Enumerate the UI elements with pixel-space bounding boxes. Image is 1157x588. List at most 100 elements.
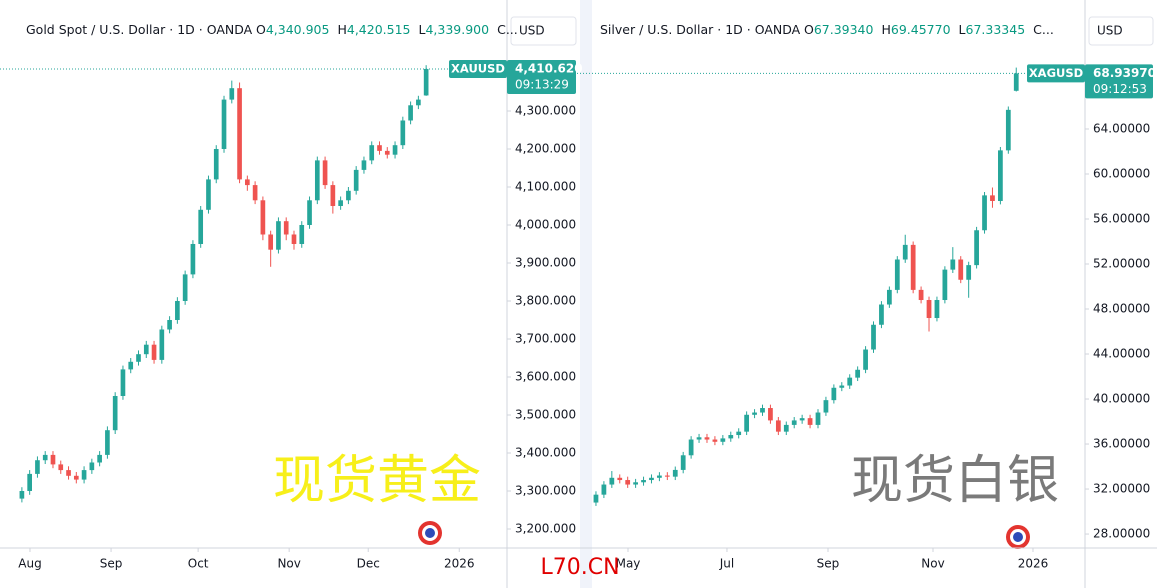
watermark: 现货黄金 (273, 451, 481, 511)
x-tick-label: Sep (817, 557, 840, 571)
candle-body (990, 195, 995, 201)
y-tick-label: 48.00000 (1093, 302, 1150, 316)
candle-body (966, 265, 972, 280)
candle-body (206, 179, 211, 210)
candle-body (400, 120, 406, 146)
candle-body (346, 190, 351, 201)
candle-body (27, 473, 32, 491)
candle-body (625, 480, 631, 485)
candle-body (950, 259, 956, 270)
candle-body (799, 418, 805, 421)
price-badge (1085, 64, 1153, 99)
ohlc-key: L (419, 22, 426, 37)
candle-body (704, 437, 710, 440)
candle-body (19, 490, 25, 499)
candle-body (736, 431, 742, 436)
ohlc-value: 67.39340 (814, 22, 874, 37)
flag-icon (418, 521, 442, 545)
candle-body (942, 269, 948, 301)
candle-body (926, 300, 932, 319)
candle-body (609, 477, 615, 485)
ohlc-value: 4,420.515 (347, 22, 411, 37)
x-tick-label: Aug (18, 557, 41, 571)
candle-body (649, 477, 654, 481)
candle-body (1013, 73, 1019, 91)
candle-body (672, 469, 678, 477)
candle-body (752, 412, 757, 415)
candle-body (198, 209, 204, 244)
candle-body (136, 354, 141, 362)
x-tick-label: Nov (277, 557, 300, 571)
candle-body (847, 377, 853, 386)
footer-watermark: L70.CN (540, 555, 619, 580)
last-price-label: 4,410.620 (515, 61, 583, 75)
candle-body (894, 259, 900, 290)
y-tick-label: 3,700.000 (515, 331, 576, 345)
y-tick-label: 3,500.000 (515, 407, 576, 421)
candle-body (283, 221, 289, 235)
candle-body (299, 224, 305, 244)
candle-body (416, 99, 421, 106)
header-title: Gold Spot / U.S. Dollar · 1D · OANDA (26, 22, 253, 37)
y-tick-label: 3,200.000 (515, 521, 576, 535)
candle-body (35, 460, 40, 474)
candle-body (664, 475, 670, 477)
y-tick-label: 3,400.000 (515, 445, 576, 459)
candle-body (696, 437, 702, 440)
candle-body (89, 462, 95, 471)
candle-body (42, 454, 48, 461)
ohlc-key: L (959, 22, 966, 37)
candle-body (783, 424, 789, 432)
candle-body (128, 361, 134, 370)
x-tick-label: Nov (921, 557, 944, 571)
ohlc-key: O (804, 22, 814, 37)
y-tick-label: 36.00000 (1093, 437, 1150, 451)
candle-body (617, 477, 623, 481)
candle-body (823, 400, 829, 413)
candle-body (229, 88, 235, 100)
candle-body (974, 230, 979, 266)
candle-body (998, 150, 1003, 201)
candle-body (237, 88, 242, 180)
candle-body (50, 454, 56, 465)
candle-body (657, 475, 662, 478)
candle-body (855, 369, 861, 378)
y-tick-label: 60.00000 (1093, 166, 1150, 180)
candle-body (105, 430, 110, 455)
candle-body (712, 439, 718, 442)
candle-body (384, 150, 390, 155)
header-title: Silver / U.S. Dollar · 1D · OANDA (600, 22, 801, 37)
y-tick-label: 44.00000 (1093, 347, 1150, 361)
y-tick-label: 4,000.000 (515, 217, 576, 231)
candle-body (879, 304, 884, 325)
x-tick-label: Dec (357, 557, 380, 571)
candle-body (377, 145, 382, 151)
candle-body (143, 344, 149, 355)
y-tick-label: 4,100.000 (515, 179, 576, 193)
countdown-label: 09:13:29 (515, 77, 569, 91)
ohlc-value: 4,340.905 (266, 22, 330, 37)
candle-body (97, 454, 102, 463)
x-tick-label: Sep (100, 557, 123, 571)
panel-separator (580, 0, 592, 588)
candle-body (910, 244, 916, 290)
y-tick-label: 32.00000 (1093, 482, 1150, 496)
candle-body (66, 470, 71, 476)
candle-body (815, 412, 821, 425)
candle-body (120, 369, 126, 396)
ohlc-value: 67.33345 (966, 22, 1026, 37)
candle-body (807, 418, 813, 425)
candle-body (839, 385, 845, 388)
candle-body (720, 438, 726, 442)
candle-body (728, 435, 734, 439)
candle-body (322, 160, 328, 186)
candle-body (151, 344, 157, 360)
candle-body (775, 420, 781, 432)
candle-body (408, 105, 413, 121)
y-tick-label: 28.00000 (1093, 527, 1150, 541)
candle-body (871, 324, 876, 350)
y-tick-label: 52.00000 (1093, 257, 1150, 271)
candle-body (918, 289, 924, 301)
candle-body (760, 408, 765, 413)
